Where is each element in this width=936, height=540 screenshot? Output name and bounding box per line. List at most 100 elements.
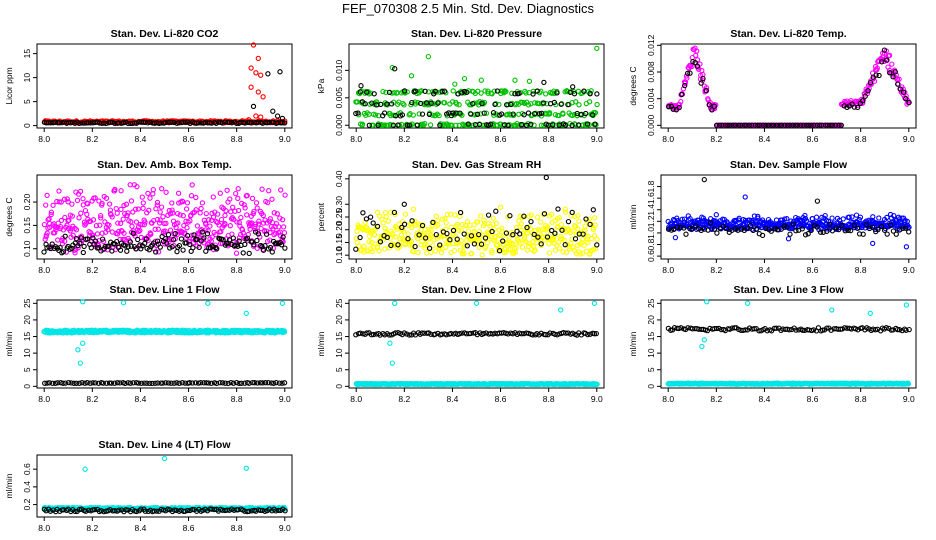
data-point (569, 122, 575, 128)
data-point (674, 215, 680, 221)
data-point (566, 243, 573, 250)
data-point (534, 88, 540, 94)
data-point (489, 228, 495, 235)
data-point (465, 121, 471, 127)
data-point (471, 228, 477, 235)
data-point (439, 89, 445, 95)
data-point (112, 186, 118, 193)
data-point (829, 122, 836, 128)
series-1 (665, 299, 912, 387)
data-point (72, 250, 78, 256)
data-point (206, 217, 212, 223)
data-point (255, 55, 261, 62)
data-point (450, 231, 456, 237)
series-1 (666, 45, 911, 128)
data-point (587, 221, 593, 228)
data-point (266, 218, 273, 224)
data-point (152, 226, 158, 232)
data-point (528, 218, 534, 225)
data-point (362, 101, 368, 107)
data-point (781, 122, 788, 128)
data-point (274, 211, 280, 217)
y-tick-label: 0.15 (334, 234, 344, 251)
data-point (483, 110, 490, 116)
data-point (550, 122, 556, 128)
data-point (164, 240, 170, 246)
data-point (416, 111, 422, 117)
data-point (160, 214, 166, 220)
data-point (510, 111, 516, 117)
data-point (571, 213, 578, 220)
data-point (169, 119, 175, 125)
data-point (552, 230, 558, 236)
data-point (590, 226, 597, 233)
data-point (563, 249, 570, 255)
x-tick-label: 8.4 (135, 394, 147, 404)
data-point (405, 231, 411, 237)
data-point (169, 200, 175, 206)
x-tick-label: 8.2 (710, 265, 722, 275)
data-point (357, 89, 363, 95)
y-axis-label: ml/min (628, 331, 638, 356)
data-point (96, 198, 102, 204)
data-point (198, 238, 204, 244)
data-point (560, 249, 566, 255)
data-point (562, 122, 569, 128)
data-point (544, 111, 550, 117)
x-tick-label: 8.0 (38, 134, 50, 144)
data-point (493, 220, 499, 227)
data-point (213, 246, 220, 252)
series-2 (41, 69, 288, 127)
data-point (470, 101, 476, 107)
data-point (571, 111, 578, 118)
data-point (265, 199, 271, 206)
data-point (881, 47, 888, 53)
data-point (827, 122, 833, 128)
data-point (510, 241, 516, 247)
data-point (528, 212, 534, 218)
data-point (778, 122, 785, 128)
data-point (570, 84, 576, 90)
data-point (727, 122, 733, 128)
data-point (108, 239, 114, 245)
data-point (44, 192, 50, 199)
y-tick-label: 15 (22, 332, 32, 342)
data-point (383, 213, 389, 220)
data-point (867, 310, 873, 316)
data-point (188, 193, 195, 199)
data-point (572, 236, 579, 242)
data-point (475, 219, 481, 225)
data-point (893, 231, 899, 237)
data-point (187, 241, 193, 248)
data-point (495, 245, 502, 251)
data-point (359, 121, 366, 127)
data-point (455, 227, 462, 233)
data-point (682, 82, 688, 89)
data-point (271, 210, 277, 216)
y-axis-label: percent (316, 202, 326, 231)
data-point (731, 221, 737, 227)
y-tick-label: 0.012 (646, 34, 656, 56)
data-point (507, 213, 513, 219)
series-2 (666, 47, 912, 128)
data-point (159, 186, 165, 192)
data-point (903, 244, 910, 250)
data-point (447, 237, 453, 243)
data-point (903, 96, 909, 102)
data-point (233, 250, 240, 256)
data-point (817, 122, 823, 128)
data-point (282, 192, 288, 198)
x-tick-label: 9.0 (903, 134, 915, 144)
data-point (594, 91, 600, 97)
data-point (508, 101, 514, 108)
data-point (153, 249, 159, 255)
data-point (851, 104, 857, 110)
data-point (118, 188, 124, 194)
data-point (743, 122, 749, 128)
data-point (481, 99, 488, 106)
data-point (471, 241, 478, 247)
data-point (43, 202, 49, 208)
data-point (56, 199, 62, 205)
data-point (376, 248, 382, 254)
